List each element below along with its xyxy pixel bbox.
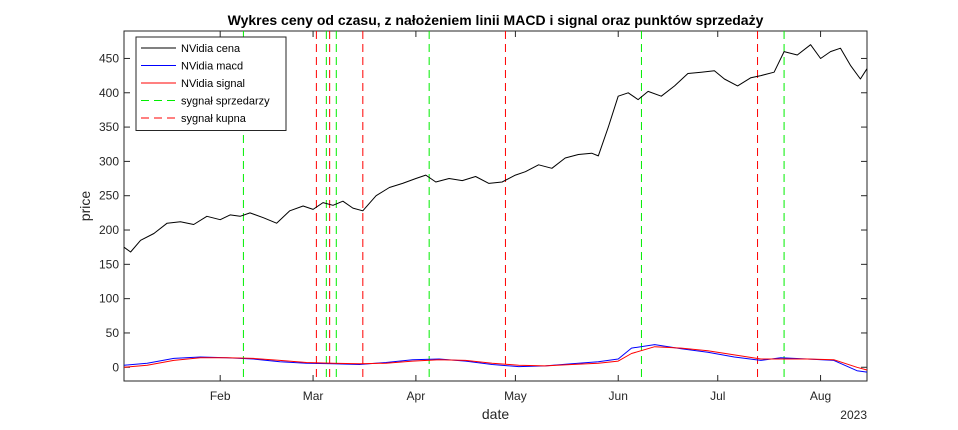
- macd-series-line: [123, 344, 868, 373]
- legend-label: NVidia macd: [181, 61, 243, 73]
- x-tick-label: Feb: [210, 389, 231, 403]
- y-tick-label: 200: [99, 223, 119, 237]
- x-tick-label: May: [504, 389, 527, 403]
- legend-label: sygnał sprzedarzy: [181, 96, 270, 108]
- x-tick-label: Aug: [810, 389, 831, 403]
- y-tick-label: 400: [99, 86, 119, 100]
- y-tick-label: 350: [99, 120, 119, 134]
- y-tick-label: 100: [99, 292, 119, 306]
- y-tick-label: 0: [112, 360, 119, 374]
- price-series-line: [123, 44, 868, 253]
- y-tick-label: 150: [99, 257, 119, 271]
- x-tick-label: Jul: [710, 389, 725, 403]
- chart-title: Wykres ceny od czasu, z nałożeniem linii…: [228, 12, 764, 28]
- legend-label: sygnał kupna: [181, 113, 247, 125]
- legend-label: NVidia signal: [181, 78, 245, 90]
- y-tick-label: 300: [99, 154, 119, 168]
- x-tick-label: Jun: [609, 389, 628, 403]
- x-axis-label: date: [482, 406, 509, 422]
- y-tick-label: 250: [99, 189, 119, 203]
- x-tick-label: Apr: [407, 389, 426, 403]
- legend-box: [135, 36, 287, 131]
- y-tick-label: 50: [106, 326, 120, 340]
- x-year-label: 2023: [840, 408, 867, 422]
- y-tick-label: 450: [99, 51, 119, 65]
- signal-series-line: [123, 346, 868, 371]
- legend-label: NVidia cena: [181, 43, 241, 55]
- x-tick-label: Mar: [303, 389, 324, 403]
- y-axis-label: price: [77, 191, 93, 222]
